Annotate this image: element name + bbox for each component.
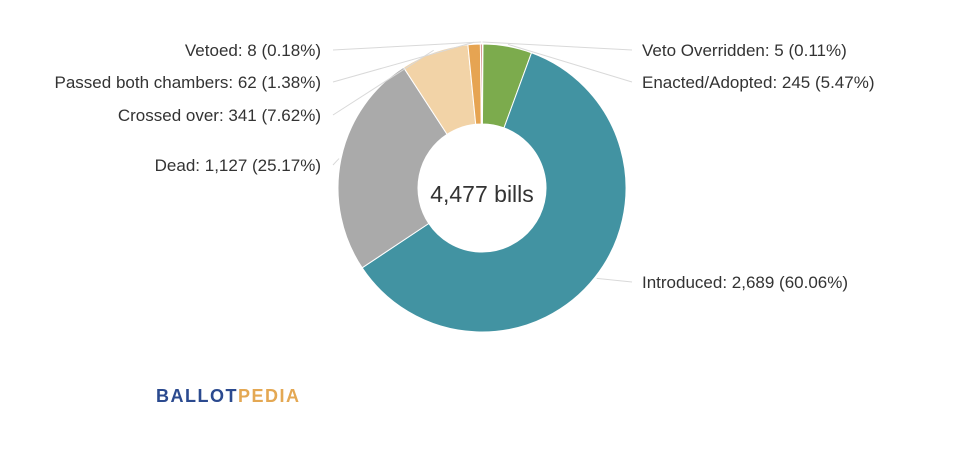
leader-line	[332, 41, 475, 83]
donut-slices	[337, 43, 627, 333]
slice-labels: Veto Overridden: 5 (0.11%) Enacted/Adopte…	[55, 41, 875, 292]
label-leaders	[332, 41, 633, 283]
slice-introduced[interactable]	[361, 52, 627, 333]
ballotpedia-logo: BALLOTPEDIA	[156, 386, 301, 407]
leader-line	[332, 158, 340, 166]
slice-label: Introduced: 2,689 (60.06%)	[642, 273, 848, 292]
leader-line	[507, 43, 633, 83]
leader-line	[332, 49, 434, 116]
logo-part-pedia: PEDIA	[237, 386, 301, 406]
slice-label: Dead: 1,127 (25.17%)	[155, 156, 321, 175]
slice-vetoed[interactable]	[479, 43, 483, 125]
slice-label: Crossed over: 341 (7.62%)	[118, 106, 321, 125]
slice-label: Passed both chambers: 62 (1.38%)	[55, 73, 321, 92]
leader-line	[482, 41, 633, 51]
slice-label: Enacted/Adopted: 245 (5.47%)	[642, 73, 875, 92]
leader-line	[596, 277, 633, 283]
slice-dead[interactable]	[337, 66, 448, 269]
slice-label: Veto Overridden: 5 (0.11%)	[642, 41, 847, 60]
logo-part-ballot: BALLOT	[156, 386, 238, 406]
center-total-label: 4,477 bills	[430, 181, 534, 207]
slice-label: Vetoed: 8 (0.18%)	[185, 41, 321, 60]
leader-line	[332, 41, 482, 51]
